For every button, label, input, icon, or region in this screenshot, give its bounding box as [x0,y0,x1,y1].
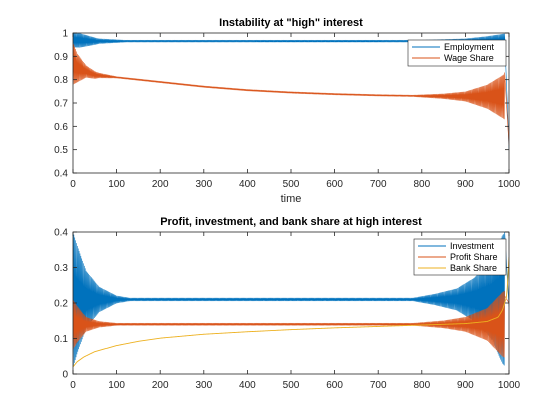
x-tick-label: 300 [195,179,212,190]
y-tick-label: 0.7 [54,99,68,110]
chart-title: Profit, investment, and bank share at hi… [160,216,422,228]
x-tick-label: 800 [413,179,430,190]
x-tick-label: 600 [326,380,343,391]
y-tick-label: 0.4 [54,169,68,180]
y-tick-label: 0.2 [54,299,68,310]
x-tick-label: 1000 [498,380,521,391]
x-tick-label: 700 [370,179,387,190]
series-line-1-2 [73,42,509,146]
y-tick-label: 0.9 [54,52,68,63]
legend-box [413,238,507,276]
x-tick-label: 400 [239,179,256,190]
x-axis-label: time [281,193,302,205]
y-tick-label: 1 [62,29,68,40]
chart-1: 0 100 200 300 400 500 600 700 800 900 1000 0.4 0.5 0.… [54,17,520,205]
x-tick-label: 700 [370,380,387,391]
legend-label: Bank Share [450,263,497,273]
y-tick-label: 0.6 [54,122,68,133]
x-tick-label: 0 [70,179,76,190]
x-tick-label: 300 [195,380,212,391]
x-tick-label: 0 [70,380,76,391]
chart-title: Instability at "high" interest [219,17,363,29]
x-tick-label: 200 [152,179,169,190]
y-tick-label: 0 [62,370,68,381]
x-tick-label: 100 [108,179,125,190]
y-tick-label: 0.5 [54,145,68,156]
y-tick-label: 0.3 [54,263,68,274]
x-tick-label: 100 [108,380,125,391]
legend-label: Employment [444,42,495,52]
x-tick-label: 900 [457,380,474,391]
y-tick-label: 0.4 [54,228,68,239]
x-tick-label: 800 [413,380,430,391]
legend-box [407,39,507,67]
x-tick-label: 200 [152,380,169,391]
x-tick-label: 400 [239,380,256,391]
x-tick-label: 1000 [498,179,521,190]
series-group [73,232,509,368]
series-line-2-3 [73,256,509,368]
legend-label: Profit Share [450,252,498,262]
x-tick-label: 600 [326,179,343,190]
y-tick-label: 0.1 [54,334,68,345]
series-line-2-2 [73,290,509,358]
chart-2: 0 100 200 300 400 500 600 700 800 900 1000 0 0.1 0.2 0… [54,216,520,391]
series-line-2-1 [73,232,509,366]
y-tick-label: 0.8 [54,75,68,86]
legend-label: Wage Share [444,53,494,63]
x-tick-label: 500 [283,380,300,391]
x-tick-label: 500 [283,179,300,190]
x-tick-label: 900 [457,179,474,190]
legend-label: Investment [450,241,495,251]
